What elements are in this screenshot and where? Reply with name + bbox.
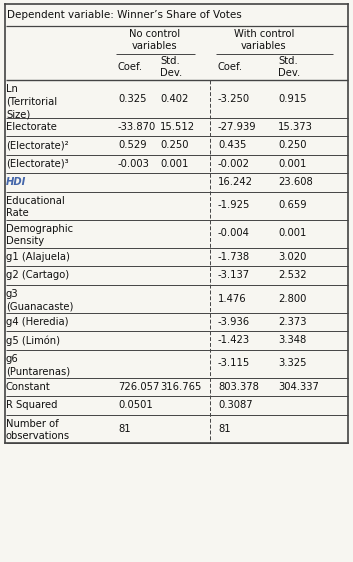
Text: 15.373: 15.373 (278, 122, 313, 132)
Text: Number of
observations: Number of observations (6, 419, 70, 441)
Text: g6
(Puntarenas): g6 (Puntarenas) (6, 354, 70, 377)
Text: 0.402: 0.402 (160, 94, 189, 104)
Text: 81: 81 (118, 424, 131, 433)
Text: Dependent variable: Winner’s Share of Votes: Dependent variable: Winner’s Share of Vo… (7, 10, 242, 20)
Text: HDI: HDI (6, 177, 26, 187)
Text: (Electorate)³: (Electorate)³ (6, 158, 68, 169)
Text: 2.532: 2.532 (278, 270, 307, 280)
Text: -1.423: -1.423 (218, 336, 250, 345)
Text: Ln
(Territorial
Size): Ln (Territorial Size) (6, 84, 57, 119)
Text: g4 (Heredia): g4 (Heredia) (6, 317, 68, 327)
Text: -1.738: -1.738 (218, 252, 250, 262)
Text: Educational
Rate: Educational Rate (6, 196, 65, 219)
Text: -3.936: -3.936 (218, 317, 250, 327)
Text: 0.659: 0.659 (278, 201, 307, 211)
Text: -0.004: -0.004 (218, 229, 250, 238)
Text: -33.870: -33.870 (118, 122, 156, 132)
Text: 0.250: 0.250 (278, 140, 306, 150)
Text: 316.765: 316.765 (160, 382, 201, 392)
Text: No control
variables: No control variables (130, 29, 181, 51)
Text: -27.939: -27.939 (218, 122, 257, 132)
Text: Constant: Constant (6, 382, 51, 392)
Text: Coef.: Coef. (218, 62, 243, 72)
Text: 0.435: 0.435 (218, 140, 246, 150)
Text: R Squared: R Squared (6, 400, 58, 410)
Text: -3.115: -3.115 (218, 359, 250, 369)
Text: 23.608: 23.608 (278, 177, 313, 187)
Text: 16.242: 16.242 (218, 177, 253, 187)
Text: -1.925: -1.925 (218, 201, 250, 211)
Text: 0.325: 0.325 (118, 94, 146, 104)
Text: 15.512: 15.512 (160, 122, 195, 132)
Text: 0.250: 0.250 (160, 140, 189, 150)
Text: 81: 81 (218, 424, 231, 433)
Text: -0.003: -0.003 (118, 158, 150, 169)
Text: Std.
Dev.: Std. Dev. (278, 56, 300, 78)
Text: 0.529: 0.529 (118, 140, 146, 150)
Text: 3.348: 3.348 (278, 336, 306, 345)
Text: Std.
Dev.: Std. Dev. (160, 56, 182, 78)
Text: 3.020: 3.020 (278, 252, 306, 262)
Text: Electorate: Electorate (6, 122, 57, 132)
Text: g2 (Cartago): g2 (Cartago) (6, 270, 69, 280)
Text: Coef.: Coef. (118, 62, 143, 72)
Text: 304.337: 304.337 (278, 382, 319, 392)
Text: 0.001: 0.001 (278, 158, 306, 169)
Text: -3.137: -3.137 (218, 270, 250, 280)
Text: With control
variables: With control variables (234, 29, 294, 51)
Text: 803.378: 803.378 (218, 382, 259, 392)
Text: 3.325: 3.325 (278, 359, 306, 369)
Text: 0.001: 0.001 (278, 229, 306, 238)
Text: 0.3087: 0.3087 (218, 400, 253, 410)
Text: 1.476: 1.476 (218, 293, 247, 303)
Text: g3
(Guanacaste): g3 (Guanacaste) (6, 289, 73, 311)
Text: g5 (Limón): g5 (Limón) (6, 335, 60, 346)
Text: g1 (Alajuela): g1 (Alajuela) (6, 252, 70, 262)
Text: 2.800: 2.800 (278, 293, 306, 303)
Text: 0.915: 0.915 (278, 94, 307, 104)
Text: -0.002: -0.002 (218, 158, 250, 169)
Text: 726.057: 726.057 (118, 382, 159, 392)
Text: 0.0501: 0.0501 (118, 400, 153, 410)
Text: 2.373: 2.373 (278, 317, 306, 327)
Text: 0.001: 0.001 (160, 158, 189, 169)
Text: (Electorate)²: (Electorate)² (6, 140, 68, 150)
Text: Demographic
Density: Demographic Density (6, 224, 73, 246)
Text: -3.250: -3.250 (218, 94, 250, 104)
